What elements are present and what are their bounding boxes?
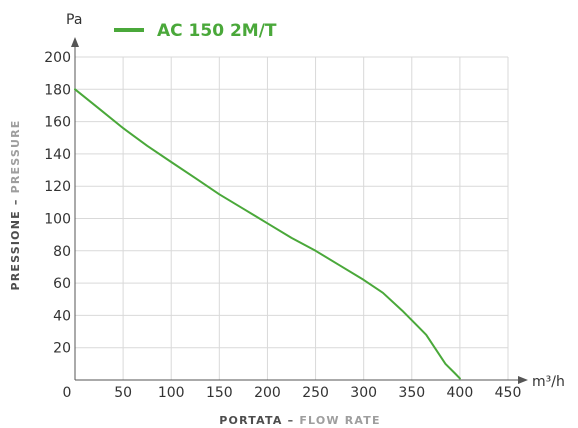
y-tick-label: 40 xyxy=(53,308,71,324)
y-axis-arrow-icon xyxy=(71,37,79,47)
y-axis-title-secondary: PRESSURE xyxy=(9,119,22,193)
y-unit-label: Pa xyxy=(66,12,82,28)
y-tick-label: 80 xyxy=(53,244,71,260)
x-axis-title-separator: – xyxy=(283,414,300,427)
x-axis-title-primary: PORTATA xyxy=(219,414,282,427)
x-axis-title: PORTATA – FLOW RATE xyxy=(219,414,380,427)
y-tick-label: 100 xyxy=(44,212,71,228)
x-tick-label: 150 xyxy=(206,385,233,401)
y-tick-label: 20 xyxy=(53,341,71,357)
y-tick-label: 180 xyxy=(44,82,71,98)
legend: AC 150 2M/T xyxy=(114,21,277,41)
series-layer xyxy=(74,88,461,380)
y-tick-label: 140 xyxy=(44,147,71,163)
x-axis-arrow-icon xyxy=(518,376,528,384)
x-tick-label: 250 xyxy=(302,385,329,401)
y-tick-labels: 20 40 60 80 100 120 140 160 180 200 xyxy=(44,50,71,357)
y-tick-label: 200 xyxy=(44,50,71,66)
x-unit-label: m³/h xyxy=(532,374,565,390)
y-axis-title-primary: PRESSIONE xyxy=(9,210,22,290)
y-axis-title: PRESSIONE – PRESSURE xyxy=(9,119,22,290)
x-tick-label: 400 xyxy=(447,385,474,401)
y-axis-title-separator: – xyxy=(9,193,22,210)
x-tick-label: 350 xyxy=(398,385,425,401)
x-tick-label: 50 xyxy=(114,385,132,401)
x-tick-label: 450 xyxy=(495,385,522,401)
origin-label: 0 xyxy=(63,385,72,401)
y-tick-label: 120 xyxy=(44,179,71,195)
x-axis-title-secondary: FLOW RATE xyxy=(299,414,380,427)
x-tick-label: 200 xyxy=(254,385,281,401)
y-tick-label: 60 xyxy=(53,276,71,292)
axes xyxy=(71,37,528,384)
grid xyxy=(75,56,509,380)
series-line xyxy=(74,88,461,380)
y-tick-label: 160 xyxy=(44,115,71,131)
x-tick-label: 100 xyxy=(158,385,185,401)
x-tick-labels: 50 100 150 200 250 300 350 400 450 xyxy=(114,385,521,401)
x-tick-label: 300 xyxy=(350,385,377,401)
legend-label: AC 150 2M/T xyxy=(157,21,277,41)
